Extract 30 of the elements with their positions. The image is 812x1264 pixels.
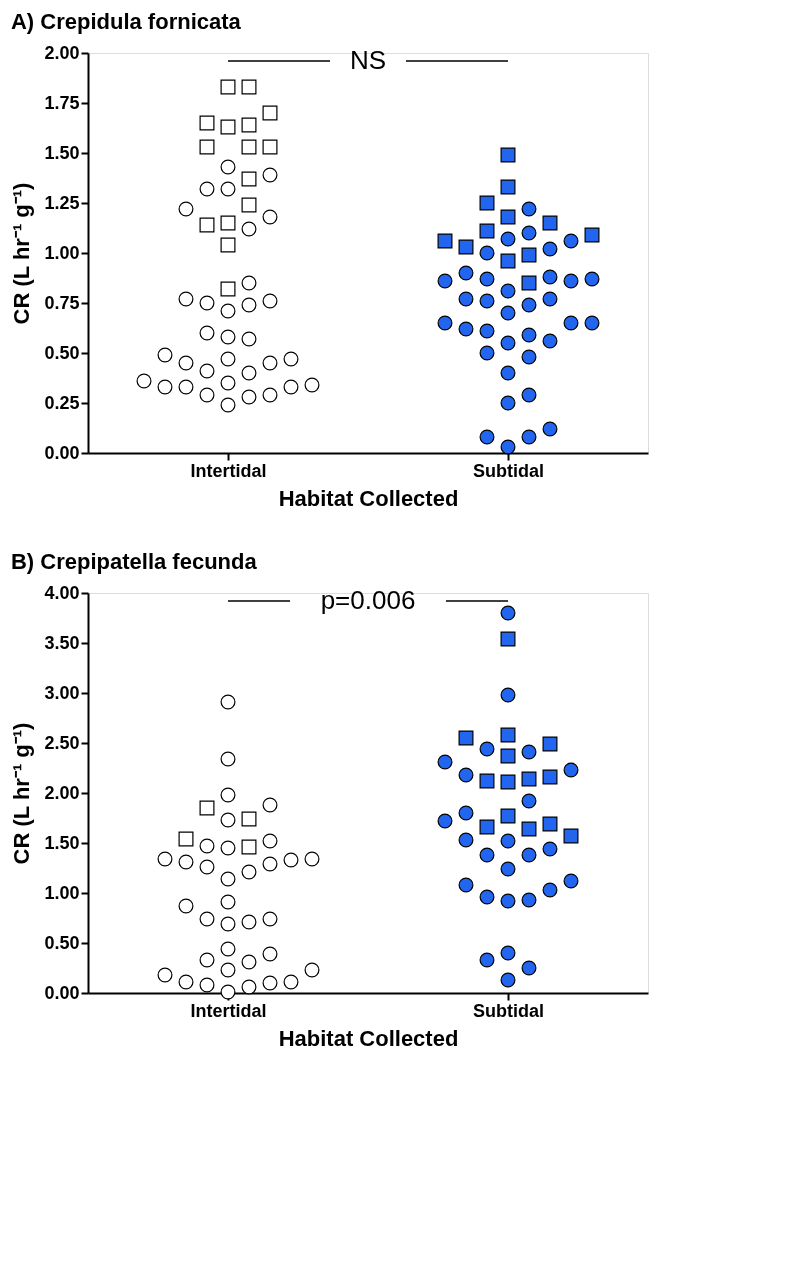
y-tick-label: 1.50 <box>44 142 80 163</box>
y-tick-label: 2.50 <box>44 732 80 753</box>
y-tick-label: 0.00 <box>44 442 80 463</box>
y-axis-title: CR (L hr⁻¹ g⁻¹) <box>9 182 35 325</box>
y-tick-label: 0.50 <box>44 932 80 953</box>
y-tick-label: 0.75 <box>44 292 80 313</box>
y-tick-label: 0.00 <box>44 982 80 1003</box>
chart-title: A) Crepidula fornicata <box>10 9 242 34</box>
y-tick-label: 1.00 <box>44 882 80 903</box>
y-tick-label: 4.00 <box>44 582 80 603</box>
x-tick-label: Intertidal <box>190 1000 267 1021</box>
y-tick-label: 2.00 <box>44 42 80 63</box>
x-axis-title: Habitat Collected <box>278 485 459 511</box>
y-tick-label: 1.25 <box>44 192 80 213</box>
y-tick-label: 1.50 <box>44 832 80 853</box>
x-tick-label: Intertidal <box>190 460 267 481</box>
y-tick-label: 2.00 <box>44 782 80 803</box>
y-tick-label: 0.50 <box>44 342 80 363</box>
x-tick-label: Subtidal <box>473 1000 544 1021</box>
annotation: NS <box>349 45 387 75</box>
y-axis-title: CR (L hr⁻¹ g⁻¹) <box>9 722 35 865</box>
chart-title: B) Crepipatella fecunda <box>10 549 258 574</box>
y-tick-label: 3.50 <box>44 632 80 653</box>
y-tick-label: 1.00 <box>44 242 80 263</box>
x-tick-label: Subtidal <box>473 460 544 481</box>
y-tick-label: 1.75 <box>44 92 80 113</box>
y-tick-label: 0.25 <box>44 392 80 413</box>
x-axis-title: Habitat Collected <box>278 1025 459 1051</box>
annotation: p=0.006 <box>320 585 416 615</box>
y-tick-label: 3.00 <box>44 682 80 703</box>
